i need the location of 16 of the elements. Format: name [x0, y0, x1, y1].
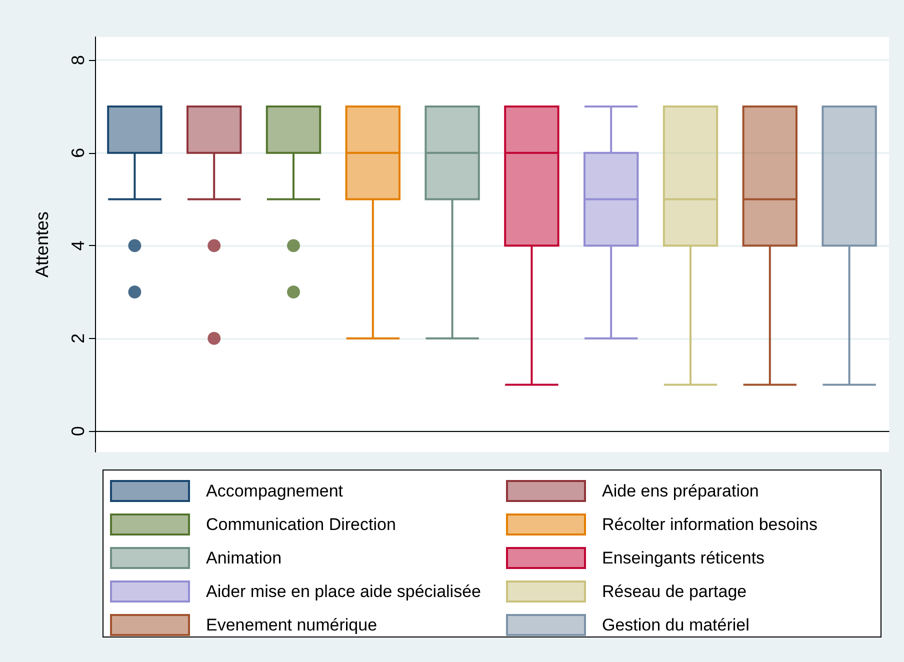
legend-label: Accompagnement: [206, 482, 344, 500]
y-tick-label: 0: [68, 426, 88, 436]
legend-label: Récolter information besoins: [602, 515, 818, 534]
legend-label: Gestion du matériel: [602, 616, 750, 634]
y-tick-label: 2: [68, 333, 88, 344]
legend-label: Enseingants réticents: [602, 548, 765, 568]
legend-label: Animation: [206, 548, 282, 568]
legend-label: Réseau de partage: [602, 582, 747, 601]
legend-label: Aider mise en place aide spécialisée: [206, 582, 481, 601]
y-tick-label: 4: [68, 240, 88, 251]
y-axis-title: Attentes: [32, 211, 52, 278]
legend-label: Aide ens préparation: [602, 482, 759, 500]
legend-label: Communication Direction: [206, 515, 396, 534]
legend-label: Evenement numérique: [206, 616, 378, 634]
y-tick-label: 8: [68, 55, 88, 66]
y-tick-label: 6: [68, 148, 88, 158]
